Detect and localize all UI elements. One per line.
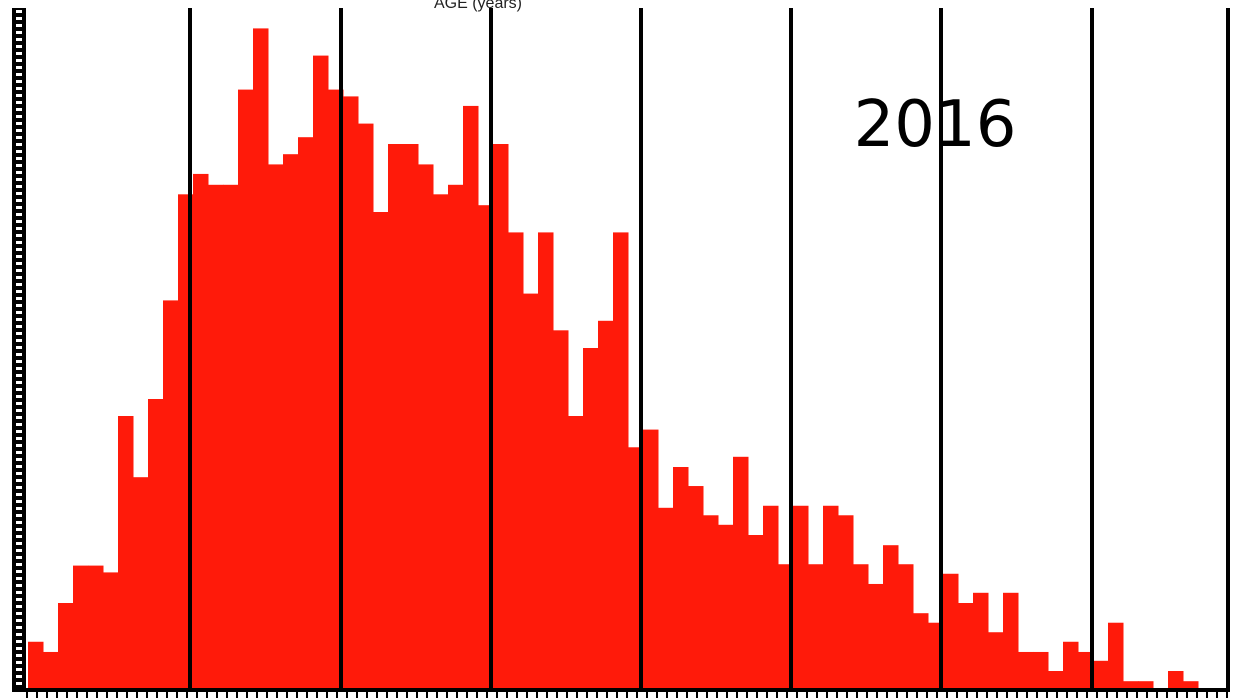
bar <box>193 173 209 689</box>
bar <box>358 123 374 689</box>
bar <box>73 565 89 688</box>
bar <box>538 232 554 688</box>
bar <box>568 416 584 688</box>
bar <box>1018 651 1034 688</box>
bar <box>133 477 149 688</box>
bar <box>583 348 599 688</box>
bar <box>163 300 179 688</box>
bar <box>1183 681 1199 688</box>
bar <box>1093 660 1109 688</box>
bar <box>973 592 989 688</box>
bar <box>988 632 1004 688</box>
bar <box>1138 681 1154 688</box>
bar <box>88 565 104 688</box>
bar <box>373 212 389 688</box>
bar <box>718 524 734 688</box>
bar <box>103 572 119 688</box>
bar <box>673 467 689 688</box>
bar <box>793 505 809 688</box>
bar <box>43 651 59 688</box>
bar <box>1033 651 1049 688</box>
bar <box>958 603 974 688</box>
bar <box>1168 671 1184 688</box>
bar <box>853 564 869 688</box>
bar <box>643 429 659 688</box>
bar <box>1003 592 1019 688</box>
chart-title: AGE (years) <box>434 0 522 12</box>
bar <box>1048 671 1064 688</box>
bar <box>253 28 269 688</box>
bar <box>1063 641 1079 688</box>
bar <box>1123 681 1139 688</box>
y-axis <box>12 8 26 692</box>
annotation: 2016 <box>854 88 1017 162</box>
bar <box>658 507 674 688</box>
bar <box>448 184 464 689</box>
bar <box>238 89 254 689</box>
bar <box>508 232 524 688</box>
bar <box>28 641 44 688</box>
bar <box>868 583 884 688</box>
bar <box>883 545 899 688</box>
bar <box>613 232 629 688</box>
bar <box>463 105 479 689</box>
separators <box>188 8 1230 690</box>
bar <box>268 164 284 688</box>
bars <box>28 28 1199 689</box>
bar <box>313 55 329 689</box>
bar <box>553 330 569 688</box>
bar <box>388 144 404 688</box>
bar <box>703 515 719 688</box>
bar <box>418 164 434 688</box>
bar <box>1108 622 1124 688</box>
bar <box>748 535 764 688</box>
bar <box>823 505 839 688</box>
bar <box>763 505 779 688</box>
bar <box>343 96 359 688</box>
bar <box>118 416 134 688</box>
bar <box>148 399 164 688</box>
bar <box>598 320 614 688</box>
bar <box>523 293 539 688</box>
bar <box>58 603 74 688</box>
bar <box>283 154 299 688</box>
bar <box>838 515 854 688</box>
bar <box>913 613 929 688</box>
bar <box>733 456 749 688</box>
bar <box>403 144 419 688</box>
bar <box>1078 651 1094 688</box>
bar <box>433 194 449 688</box>
bar <box>943 573 959 688</box>
bar <box>898 564 914 688</box>
bar <box>223 184 239 689</box>
bar <box>688 486 704 688</box>
bar <box>493 144 509 688</box>
bar <box>208 184 224 689</box>
bar <box>808 564 824 688</box>
bar <box>298 137 314 688</box>
